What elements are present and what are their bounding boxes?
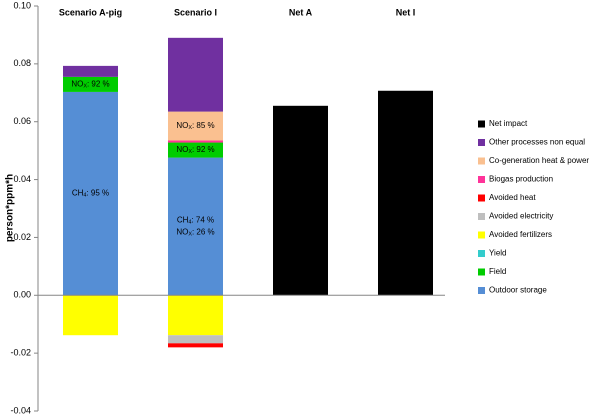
annotation-main: NO bbox=[176, 145, 188, 154]
bar-segment bbox=[168, 157, 223, 296]
legend-swatch bbox=[478, 287, 485, 294]
bar-segment bbox=[63, 295, 118, 336]
bar-segment bbox=[168, 295, 223, 336]
annotation-rest: : 92 % bbox=[192, 145, 215, 154]
legend-label: Net impact bbox=[489, 119, 528, 128]
annotation-sub: X bbox=[188, 150, 192, 156]
bar-segment bbox=[168, 142, 223, 158]
bar-segment bbox=[63, 76, 118, 92]
legend-swatch bbox=[478, 213, 485, 220]
y-tick-label: 0.06 bbox=[13, 116, 31, 126]
annotation-rest: : 95 % bbox=[86, 189, 109, 198]
bar-segment bbox=[273, 105, 328, 296]
annotation-rest: : 26 % bbox=[192, 228, 215, 237]
bar-segment bbox=[168, 140, 223, 143]
x-category-label: Net I bbox=[396, 7, 416, 17]
legend-swatch bbox=[478, 250, 485, 257]
legend-swatch bbox=[478, 120, 485, 128]
annotation-main: CH bbox=[177, 216, 189, 225]
y-tick-label: 0.10 bbox=[13, 0, 31, 10]
bar-segment bbox=[168, 335, 223, 344]
legend-swatch bbox=[478, 139, 485, 146]
y-tick-label: 0.08 bbox=[13, 58, 31, 68]
annotation-sub: 4 bbox=[83, 193, 86, 199]
annotation-sub: X bbox=[83, 84, 87, 90]
y-tick-label: 0.00 bbox=[13, 290, 31, 300]
segment-annotation: NOX: 92 % bbox=[176, 145, 214, 155]
segment-annotation: CH4: 74 % bbox=[177, 216, 214, 226]
y-tick-label: 0.02 bbox=[13, 232, 31, 242]
legend-label: Biogas production bbox=[489, 175, 553, 184]
annotation-sub: 4 bbox=[188, 220, 191, 226]
legend-label: Avoided fertilizers bbox=[489, 230, 552, 239]
bar-segment bbox=[168, 37, 223, 112]
y-tick-label: -0.02 bbox=[10, 348, 31, 358]
legend-label: Other processes non equal bbox=[489, 138, 585, 147]
annotation-main: NO bbox=[71, 80, 83, 89]
legend-swatch bbox=[478, 231, 485, 239]
legend-swatch bbox=[478, 176, 485, 183]
legend-label: Co-generation heat & power bbox=[489, 156, 589, 165]
legend-label: Avoided electricity bbox=[489, 212, 553, 221]
annotation-rest: : 85 % bbox=[192, 121, 215, 130]
y-tick-label: -0.04 bbox=[10, 405, 31, 415]
legend-swatch bbox=[478, 194, 485, 202]
segment-annotation: CH4: 95 % bbox=[72, 189, 109, 199]
annotation-sub: X bbox=[188, 126, 192, 132]
annotation-sub: X bbox=[188, 232, 192, 238]
x-category-label: Scenario A-pig bbox=[59, 7, 122, 17]
legend-swatch bbox=[478, 157, 485, 165]
y-tick-label: 0.04 bbox=[13, 174, 31, 184]
legend-label: Yield bbox=[489, 249, 507, 258]
bar-segment bbox=[63, 65, 118, 77]
legend-label: Avoided heat bbox=[489, 193, 536, 202]
bar-segment bbox=[168, 343, 223, 348]
annotation-rest: : 74 % bbox=[191, 216, 214, 225]
bar-segment bbox=[63, 91, 118, 296]
x-category-label: Net A bbox=[289, 7, 313, 17]
x-category-label: Scenario I bbox=[174, 7, 217, 17]
annotation-main: NO bbox=[176, 228, 188, 237]
segment-annotation: NOX: 26 % bbox=[176, 228, 214, 238]
annotation-main: CH bbox=[72, 189, 84, 198]
bar-segment bbox=[378, 90, 433, 296]
legend-label: Field bbox=[489, 267, 506, 276]
segment-annotation: NOX: 92 % bbox=[71, 80, 109, 90]
y-axis-title: person*ppm*h bbox=[5, 174, 16, 242]
annotation-rest: : 92 % bbox=[87, 80, 110, 89]
annotation-main: NO bbox=[176, 121, 188, 130]
legend-label: Outdoor storage bbox=[489, 286, 547, 295]
legend-swatch bbox=[478, 268, 485, 276]
segment-annotation: NOX: 85 % bbox=[176, 121, 214, 131]
bar-segment bbox=[168, 111, 223, 141]
